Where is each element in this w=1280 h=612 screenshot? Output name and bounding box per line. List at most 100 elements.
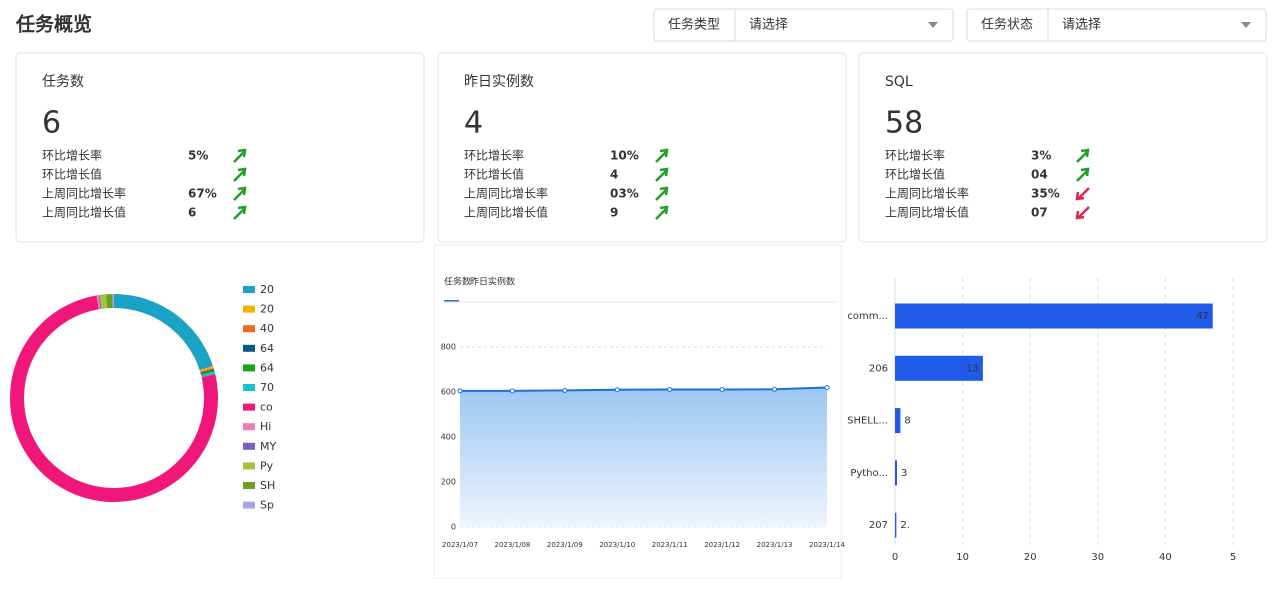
legend-label: 20	[260, 283, 274, 296]
dropdown-arrow	[1241, 22, 1251, 28]
legend-label: Hi	[260, 420, 271, 433]
metric-label: 环比增长率	[885, 148, 945, 163]
legend-swatch	[243, 501, 255, 509]
metric-label: 环比增长率	[464, 148, 524, 163]
point	[562, 387, 568, 393]
y-tick-label: 207	[869, 520, 888, 531]
pie-slice	[200, 370, 215, 376]
bar	[895, 303, 1213, 329]
metric-label: 上周同比增长率	[885, 186, 969, 201]
legend-label: 64	[260, 342, 274, 355]
y-tick-label: 400	[441, 433, 456, 442]
trend-arrow	[1076, 148, 1090, 163]
bar	[895, 355, 983, 381]
trend-arrow	[655, 167, 669, 182]
page-title: 任务概览	[15, 13, 92, 36]
y-tick-label: Pytho...	[850, 468, 888, 479]
kpi-card	[437, 52, 847, 243]
pie-slice	[96, 295, 101, 310]
legend-label: 70	[260, 381, 274, 394]
filter-label: 任务类型	[668, 17, 720, 33]
trend-arrow	[233, 167, 247, 182]
pie-slice	[200, 368, 215, 374]
x-tick-label: 20	[1024, 552, 1037, 563]
legend-swatch	[243, 286, 255, 293]
value-label: 2.	[900, 520, 910, 531]
chart-tab[interactable]: 任务数	[444, 276, 471, 288]
trend-arrow	[233, 148, 247, 163]
metric-label: 上周同比增长值	[42, 205, 126, 220]
metric-value: 9	[610, 206, 618, 220]
pie-slice	[114, 294, 213, 371]
metric-value: 6	[188, 206, 196, 220]
card-title: 昨日实例数	[464, 74, 534, 90]
card-value: 4	[464, 106, 483, 141]
card-title: SQL	[885, 74, 913, 90]
legend-label: co	[260, 401, 273, 414]
line	[460, 386, 828, 392]
filter-label: 任务状态	[981, 17, 1033, 33]
x-tick-label: 2023/1/11	[652, 541, 688, 549]
filter-placeholder: 请选择	[749, 18, 788, 33]
kpi-card	[15, 52, 425, 243]
point	[457, 388, 463, 394]
metric-label: 环比增长值	[42, 167, 102, 182]
x-tick-label: 2023/1/08	[494, 541, 530, 549]
card-value: 6	[42, 106, 61, 141]
filter-select[interactable]	[966, 8, 1267, 42]
bar	[895, 408, 901, 434]
legend-swatch	[243, 384, 255, 391]
legend-swatch	[243, 442, 255, 450]
point	[772, 386, 778, 392]
x-tick-label: 2023/1/13	[757, 541, 793, 549]
trend-arrow	[233, 205, 247, 220]
chart-tab[interactable]: 昨日实例数	[470, 276, 515, 288]
point	[719, 387, 725, 393]
value-label: 3	[901, 468, 907, 479]
metric-value: 10%	[610, 149, 639, 163]
point	[824, 385, 830, 390]
metric-value: 03%	[610, 187, 639, 201]
card-title: 任务数	[42, 74, 84, 90]
x-tick-label: 40	[1159, 552, 1172, 563]
pie-slice	[106, 294, 113, 309]
trend-arrow	[233, 186, 247, 201]
point	[509, 388, 515, 394]
legend-swatch	[243, 423, 255, 431]
card-value: 58	[885, 106, 923, 141]
legend-swatch	[243, 344, 255, 352]
metric-label: 环比增长值	[885, 167, 945, 182]
bar	[895, 460, 898, 486]
point	[614, 387, 620, 393]
metric-label: 环比增长值	[464, 167, 524, 182]
trend-arrow	[1076, 167, 1090, 182]
x-tick-label: 2023/1/10	[599, 541, 635, 549]
pie-slice	[99, 294, 108, 309]
x-tick-label: 30	[1091, 552, 1104, 563]
legend-label: 64	[260, 361, 274, 374]
metric-value: 4	[610, 168, 618, 182]
y-tick-label: SHELL...	[847, 416, 888, 427]
legend-label: Py	[260, 459, 274, 472]
filter-select[interactable]	[653, 8, 954, 42]
legend-label: Sp	[260, 499, 274, 512]
tab-indicator	[444, 300, 459, 302]
trend-arrow	[655, 205, 669, 220]
metric-label: 上周同比增长率	[464, 186, 548, 201]
legend-swatch	[243, 325, 255, 333]
legend-swatch	[243, 462, 255, 470]
metric-label: 上周同比增长值	[464, 205, 548, 220]
x-tick-label: 0	[892, 552, 898, 563]
metric-value: 5%	[188, 149, 208, 163]
x-tick-label: 5	[1230, 552, 1236, 563]
x-tick-label: 10	[956, 552, 969, 563]
metric-value: 35%	[1031, 187, 1060, 201]
metric-value: 04	[1031, 168, 1048, 182]
dropdown-arrow	[928, 22, 938, 28]
pie-slice	[112, 294, 114, 309]
legend-swatch	[243, 403, 255, 411]
pie-slice	[199, 365, 214, 372]
legend-swatch	[243, 305, 255, 313]
bar	[895, 512, 897, 538]
